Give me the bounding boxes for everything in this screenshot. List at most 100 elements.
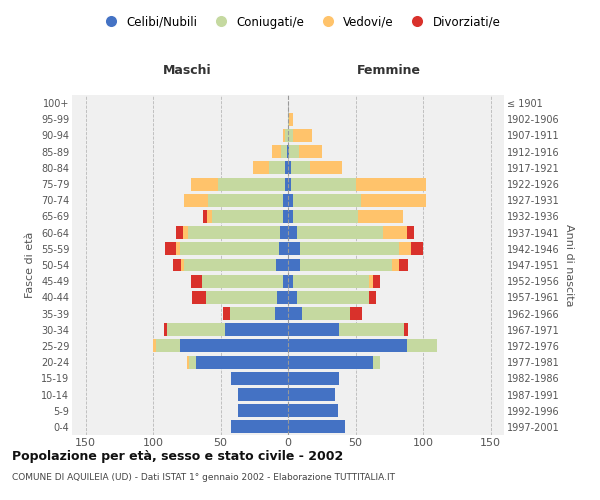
Bar — [369, 274, 373, 287]
Legend: Celibi/Nubili, Coniugati/e, Vedovi/e, Divorziati/e: Celibi/Nubili, Coniugati/e, Vedovi/e, Di… — [95, 11, 505, 34]
Bar — [289, 145, 299, 158]
Bar — [155, 340, 180, 352]
Bar — [288, 145, 289, 158]
Bar — [293, 210, 358, 223]
Bar — [207, 210, 212, 223]
Bar — [283, 274, 288, 287]
Bar — [212, 210, 283, 223]
Bar — [165, 242, 176, 256]
Bar — [355, 178, 426, 190]
Bar — [202, 274, 283, 287]
Bar — [176, 242, 180, 256]
Bar — [369, 291, 376, 304]
Bar — [283, 129, 286, 142]
Bar — [399, 242, 411, 256]
Bar — [288, 129, 293, 142]
Bar — [288, 404, 338, 417]
Bar — [293, 194, 361, 206]
Bar — [392, 258, 399, 272]
Bar — [190, 356, 196, 368]
Bar — [300, 242, 398, 256]
Bar — [288, 274, 293, 287]
Bar — [238, 404, 288, 417]
Bar — [153, 340, 155, 352]
Bar — [218, 178, 286, 190]
Bar — [350, 307, 362, 320]
Bar — [188, 226, 280, 239]
Bar — [278, 242, 288, 256]
Bar — [288, 324, 340, 336]
Bar — [232, 372, 288, 385]
Bar — [281, 145, 287, 158]
Bar — [383, 226, 407, 239]
Text: Popolazione per età, sesso e stato civile - 2002: Popolazione per età, sesso e stato civil… — [12, 450, 343, 463]
Bar — [399, 258, 408, 272]
Bar — [404, 324, 408, 336]
Bar — [288, 388, 335, 401]
Bar — [173, 258, 181, 272]
Bar — [373, 356, 380, 368]
Bar — [275, 307, 288, 320]
Bar — [302, 307, 350, 320]
Bar — [184, 194, 208, 206]
Bar — [298, 291, 369, 304]
Bar — [272, 145, 281, 158]
Bar — [181, 258, 184, 272]
Bar — [407, 226, 413, 239]
Bar — [288, 340, 407, 352]
Bar — [223, 307, 230, 320]
Bar — [298, 226, 383, 239]
Bar — [283, 210, 288, 223]
Bar — [277, 291, 288, 304]
Bar — [232, 420, 288, 434]
Bar — [293, 274, 369, 287]
Bar — [407, 340, 437, 352]
Bar — [164, 324, 166, 336]
Bar — [286, 178, 288, 190]
Bar — [293, 129, 312, 142]
Bar — [286, 162, 288, 174]
Bar — [238, 388, 288, 401]
Bar — [288, 307, 302, 320]
Bar — [182, 226, 188, 239]
Bar — [288, 194, 293, 206]
Text: Femmine: Femmine — [357, 64, 421, 78]
Bar — [166, 324, 224, 336]
Bar — [191, 274, 202, 287]
Bar — [411, 242, 423, 256]
Bar — [224, 324, 288, 336]
Bar — [206, 291, 277, 304]
Bar — [176, 226, 182, 239]
Bar — [288, 372, 340, 385]
Bar — [180, 242, 278, 256]
Bar — [288, 210, 293, 223]
Bar — [288, 420, 344, 434]
Bar — [288, 113, 289, 126]
Bar — [192, 291, 206, 304]
Bar — [340, 324, 404, 336]
Bar — [196, 356, 288, 368]
Bar — [280, 226, 288, 239]
Bar — [358, 210, 403, 223]
Bar — [283, 194, 288, 206]
Text: COMUNE DI AQUILEIA (UD) - Dati ISTAT 1° gennaio 2002 - Elaborazione TUTTITALIA.I: COMUNE DI AQUILEIA (UD) - Dati ISTAT 1° … — [12, 472, 395, 482]
Bar — [288, 258, 300, 272]
Bar — [288, 291, 298, 304]
Bar — [373, 274, 380, 287]
Y-axis label: Anni di nascita: Anni di nascita — [563, 224, 574, 306]
Bar — [191, 178, 218, 190]
Bar — [180, 340, 288, 352]
Bar — [208, 194, 283, 206]
Bar — [269, 162, 286, 174]
Bar — [276, 258, 288, 272]
Bar — [287, 145, 288, 158]
Bar — [288, 356, 373, 368]
Bar — [290, 178, 355, 190]
Bar — [184, 258, 276, 272]
Bar — [288, 242, 300, 256]
Y-axis label: Fasce di età: Fasce di età — [25, 232, 35, 298]
Bar — [290, 162, 310, 174]
Bar — [289, 113, 293, 126]
Bar — [286, 129, 288, 142]
Bar — [299, 145, 322, 158]
